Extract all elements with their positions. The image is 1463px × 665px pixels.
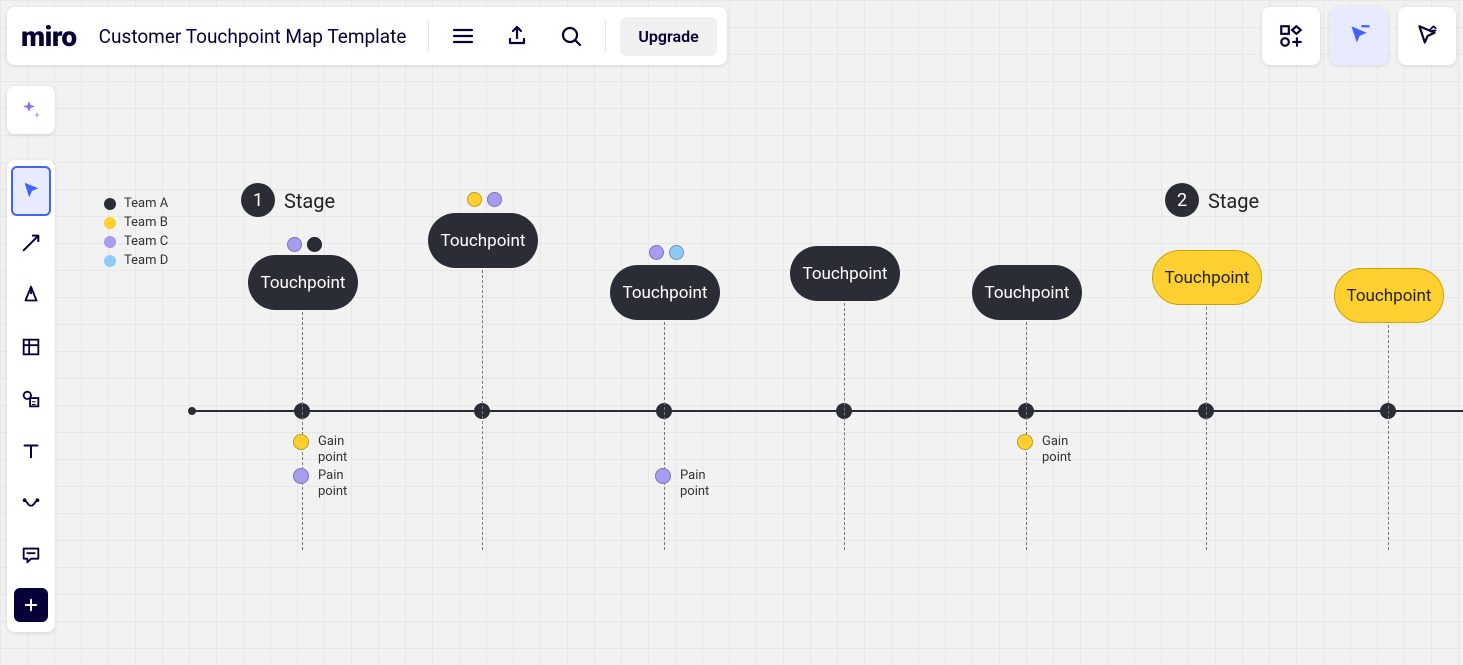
- line-tool[interactable]: [11, 218, 51, 268]
- upgrade-button[interactable]: Upgrade: [620, 17, 716, 56]
- left-toolbar: [7, 160, 55, 632]
- canvas-grid[interactable]: [0, 0, 1463, 665]
- annotation-dot-icon: [293, 434, 309, 450]
- legend-item: Team C: [104, 232, 168, 251]
- touchpoint-pill[interactable]: Touchpoint: [790, 246, 900, 301]
- legend-dot-icon: [104, 236, 116, 248]
- connector-line: [302, 312, 303, 550]
- stage-badge[interactable]: 2: [1165, 183, 1199, 217]
- pen-tool[interactable]: [11, 270, 51, 320]
- legend: Team A Team B Team C Team D: [104, 194, 168, 270]
- touchpoint-pill[interactable]: Touchpoint: [428, 213, 538, 268]
- legend-item: Team D: [104, 251, 168, 270]
- stage-label: Stage: [284, 189, 335, 213]
- legend-label: Team C: [124, 234, 168, 249]
- divider: [428, 21, 429, 51]
- stage-badge[interactable]: 1: [241, 183, 275, 217]
- frame-tool[interactable]: [11, 322, 51, 372]
- connector-line: [1388, 325, 1389, 550]
- present-icon[interactable]: [1398, 7, 1456, 65]
- divider: [605, 21, 606, 51]
- annotation-dot-icon: [293, 468, 309, 484]
- connector-line: [1206, 307, 1207, 550]
- cursor-mode-icon[interactable]: [1330, 7, 1388, 65]
- menu-icon[interactable]: [443, 16, 483, 56]
- connector-line: [482, 270, 483, 550]
- legend-dot-icon: [104, 198, 116, 210]
- legend-label: Team B: [124, 215, 168, 230]
- touchpoint-pill[interactable]: Touchpoint: [248, 255, 358, 310]
- apps-icon[interactable]: [1262, 7, 1320, 65]
- team-dot-icon: [649, 245, 664, 260]
- team-dot-icon: [487, 192, 502, 207]
- team-dot-icon: [669, 245, 684, 260]
- connector-line: [844, 303, 845, 550]
- team-dot-icon: [287, 237, 302, 252]
- annotation-dot-icon: [655, 468, 671, 484]
- touchpoint-pill[interactable]: Touchpoint: [1334, 268, 1444, 323]
- touchpoint-pill[interactable]: Touchpoint: [1152, 250, 1262, 305]
- touchpoint-pill[interactable]: Touchpoint: [972, 265, 1082, 320]
- team-dot-icon: [307, 237, 322, 252]
- touchpoint-pill[interactable]: Touchpoint: [610, 265, 720, 320]
- select-tool[interactable]: [11, 166, 51, 216]
- export-icon[interactable]: [497, 16, 537, 56]
- team-dot-icon: [467, 192, 482, 207]
- annotation-label: Gain point: [1042, 434, 1092, 467]
- annotation-dot-icon: [1017, 434, 1033, 450]
- annotation-label: Pain point: [318, 468, 368, 501]
- add-tool[interactable]: [14, 588, 48, 622]
- topright-controls: [1262, 7, 1456, 65]
- connector-line: [664, 322, 665, 550]
- annotation-label: Gain point: [318, 434, 368, 467]
- search-icon[interactable]: [551, 16, 591, 56]
- shapes-tool[interactable]: [11, 374, 51, 424]
- comment-tool[interactable]: [11, 530, 51, 580]
- legend-item: Team B: [104, 213, 168, 232]
- legend-dot-icon: [104, 255, 116, 267]
- timeline-axis: [192, 410, 1463, 412]
- legend-label: Team A: [124, 196, 168, 211]
- axis-start-dot: [188, 407, 196, 415]
- board-title[interactable]: Customer Touchpoint Map Template: [91, 25, 415, 48]
- text-tool[interactable]: [11, 426, 51, 476]
- miro-logo[interactable]: miro: [21, 20, 77, 53]
- more-tool[interactable]: [11, 478, 51, 528]
- legend-dot-icon: [104, 217, 116, 229]
- annotation-label: Pain point: [680, 468, 730, 501]
- stage-label: Stage: [1208, 189, 1259, 213]
- ai-sparkle-icon[interactable]: [7, 86, 55, 134]
- legend-item: Team A: [104, 194, 168, 213]
- legend-label: Team D: [124, 253, 168, 268]
- header-bar: miro Customer Touchpoint Map Template Up…: [7, 7, 727, 65]
